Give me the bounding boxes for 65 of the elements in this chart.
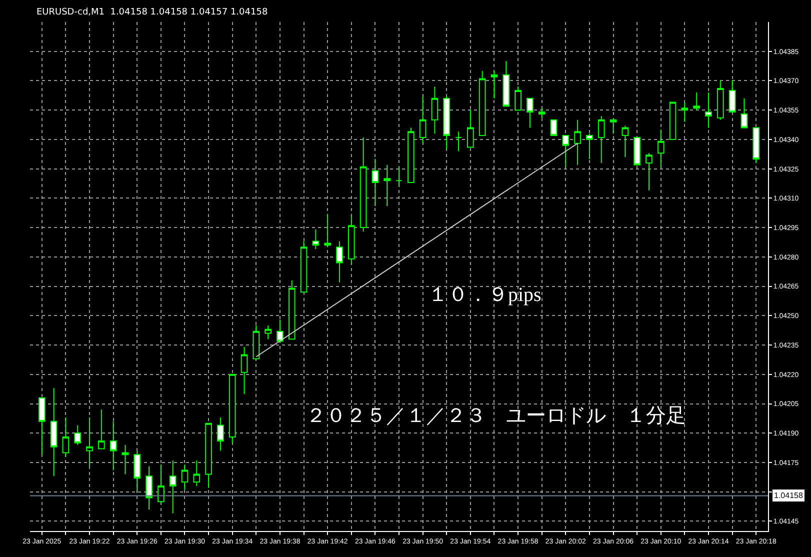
candlestick	[110, 420, 117, 471]
candlestick	[181, 464, 188, 490]
candlestick	[657, 129, 664, 168]
chart-title: EURUSD-cd,M1 1.04158 1.04158 1.04157 1.04158	[36, 8, 268, 18]
candlestick	[264, 324, 272, 340]
candlestick	[598, 115, 605, 164]
candlestick	[384, 164, 391, 207]
candlestick	[514, 86, 522, 111]
candlestick	[134, 450, 141, 492]
candlestick	[728, 80, 736, 113]
candlestick	[228, 374, 236, 444]
candlestick	[502, 60, 510, 107]
candlestick	[324, 213, 331, 248]
candlestick	[38, 397, 46, 456]
candlestick	[62, 416, 70, 458]
candlestick	[348, 213, 355, 266]
candlestick	[550, 119, 558, 136]
candlestick	[50, 388, 58, 477]
candlestick	[538, 108, 546, 118]
candlestick	[526, 98, 534, 128]
candlestick	[407, 127, 414, 184]
candlestick	[562, 135, 570, 168]
candlestick	[372, 158, 379, 207]
candlestick	[610, 119, 617, 134]
candlestick	[86, 416, 93, 467]
candlestick	[419, 96, 426, 144]
candlestick	[312, 229, 320, 250]
candlestick	[276, 319, 284, 344]
candlestick	[122, 444, 129, 475]
candlestick	[431, 86, 438, 134]
candlestick	[240, 346, 248, 394]
candlestick	[443, 96, 450, 150]
candlestick	[217, 416, 224, 452]
candlestick	[169, 460, 176, 514]
candlestick	[146, 466, 152, 510]
candlestick	[193, 460, 200, 486]
ref-line-label: 1.04158	[774, 491, 804, 500]
candlestick	[705, 92, 712, 128]
candlestick	[74, 424, 82, 446]
candlestick	[158, 464, 164, 504]
candlestick	[693, 92, 700, 111]
candlestick	[622, 125, 629, 158]
candlestick	[205, 422, 212, 488]
candlestick	[288, 280, 296, 340]
candlestick	[360, 137, 367, 232]
candlestick	[646, 152, 652, 191]
candlestick	[586, 133, 593, 160]
candlestick	[478, 70, 486, 136]
annotation: １０．９pips	[428, 284, 542, 306]
candlestick	[634, 137, 640, 166]
candlestick	[455, 131, 462, 152]
candlestick	[574, 119, 581, 166]
candlestick	[681, 102, 688, 122]
annotation: ２０２５／１／２３ ユーロドル １分足	[306, 405, 686, 427]
candlestick	[336, 240, 343, 283]
candlestick	[490, 70, 498, 99]
candlestick	[396, 166, 402, 187]
candlestick	[467, 110, 474, 148]
candlestick	[752, 127, 760, 164]
candlestick	[740, 98, 748, 128]
candlestick	[669, 102, 676, 140]
candlestick	[716, 80, 724, 120]
candlestick	[98, 409, 105, 450]
candlestick	[300, 240, 308, 293]
candlestick	[252, 324, 260, 360]
